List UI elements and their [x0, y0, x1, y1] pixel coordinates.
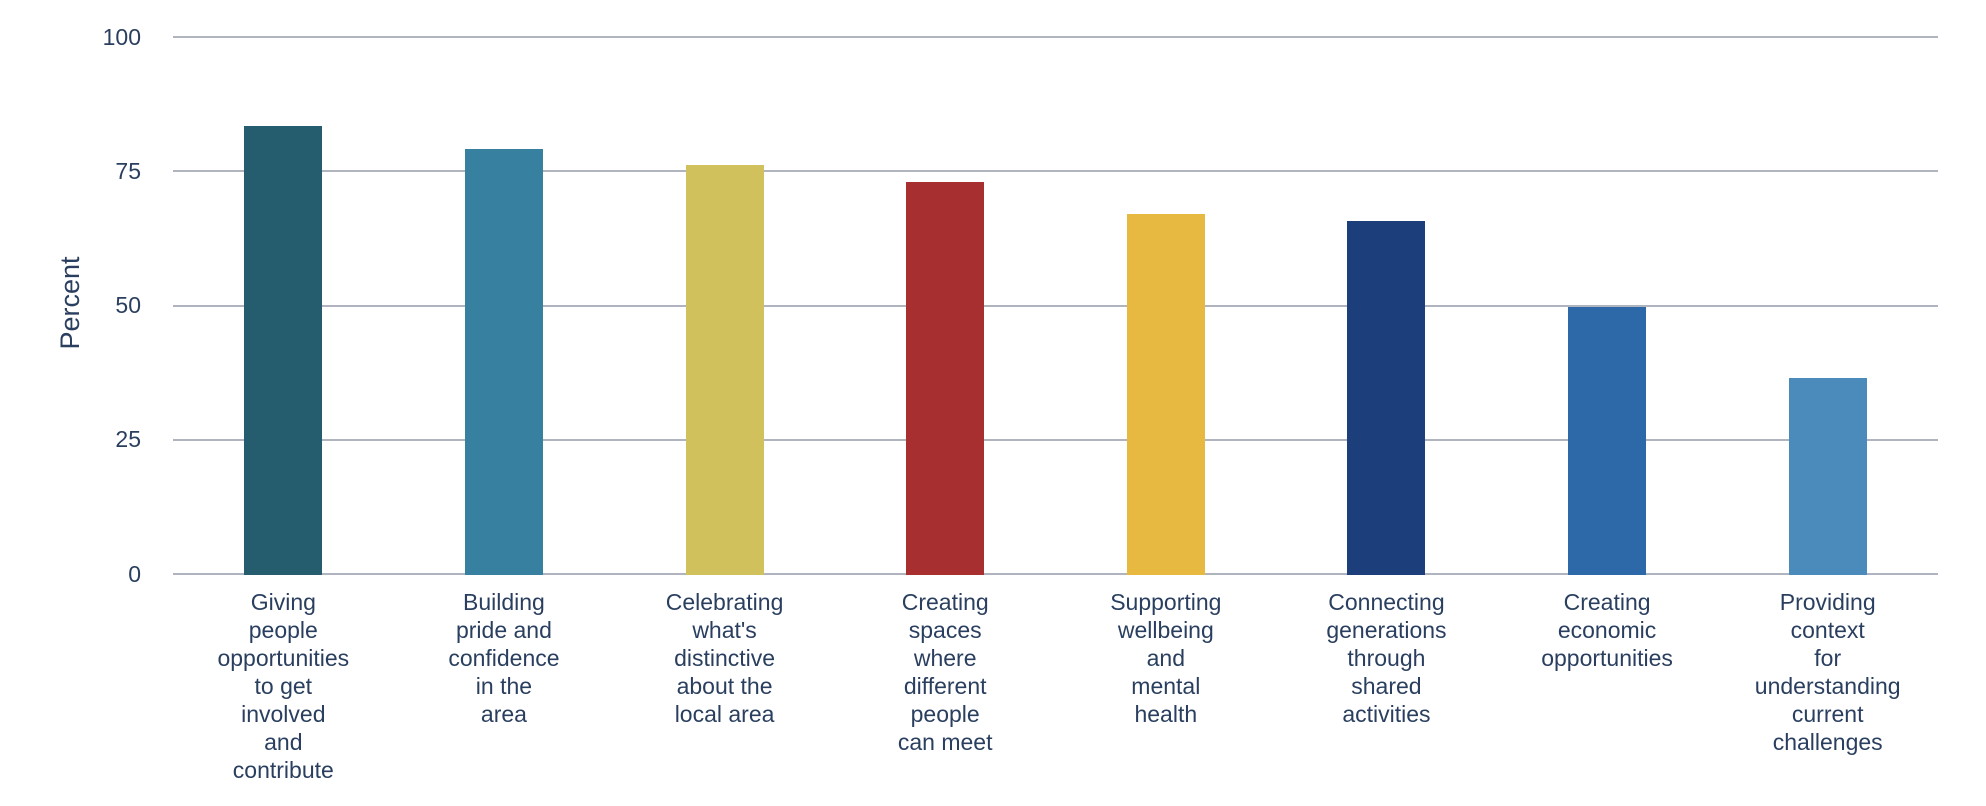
x-axis-line: [173, 573, 1938, 576]
bar-7[interactable]: [1568, 307, 1647, 575]
bar-5[interactable]: [1126, 213, 1205, 575]
y-tick-label-50: 50: [115, 292, 141, 319]
bar-1[interactable]: [244, 125, 323, 575]
x-tick-label-5: Supporting wellbeing and mental health: [1110, 588, 1222, 727]
gridline-25: [173, 438, 1938, 441]
bar-8[interactable]: [1788, 377, 1867, 575]
bar-2[interactable]: [464, 149, 543, 575]
x-tick-label-2: Building pride and confidence in the are…: [448, 588, 560, 727]
x-tick-label-4: Creating spaces where different people c…: [897, 588, 993, 755]
bar-4[interactable]: [906, 181, 985, 575]
gridline-100: [173, 36, 1938, 39]
x-tick-label-8: Providing context for understanding curr…: [1754, 588, 1901, 755]
bar-6[interactable]: [1347, 221, 1426, 575]
bar-3[interactable]: [685, 165, 764, 575]
gridline-75: [173, 170, 1938, 173]
gridline-50: [173, 304, 1938, 307]
y-tick-label-0: 0: [128, 560, 141, 587]
y-tick-label-75: 75: [115, 157, 141, 184]
x-tick-label-7: Creating economic opportunities: [1541, 588, 1673, 671]
x-tick-label-6: Connecting generations through shared ac…: [1326, 588, 1447, 727]
y-tick-label-25: 25: [115, 426, 141, 453]
x-tick-label-3: Celebrating what's distinctive about the…: [665, 588, 784, 727]
x-tick-label-1: Giving people opportunities to get invol…: [217, 588, 350, 783]
y-tick-label-100: 100: [102, 23, 141, 50]
